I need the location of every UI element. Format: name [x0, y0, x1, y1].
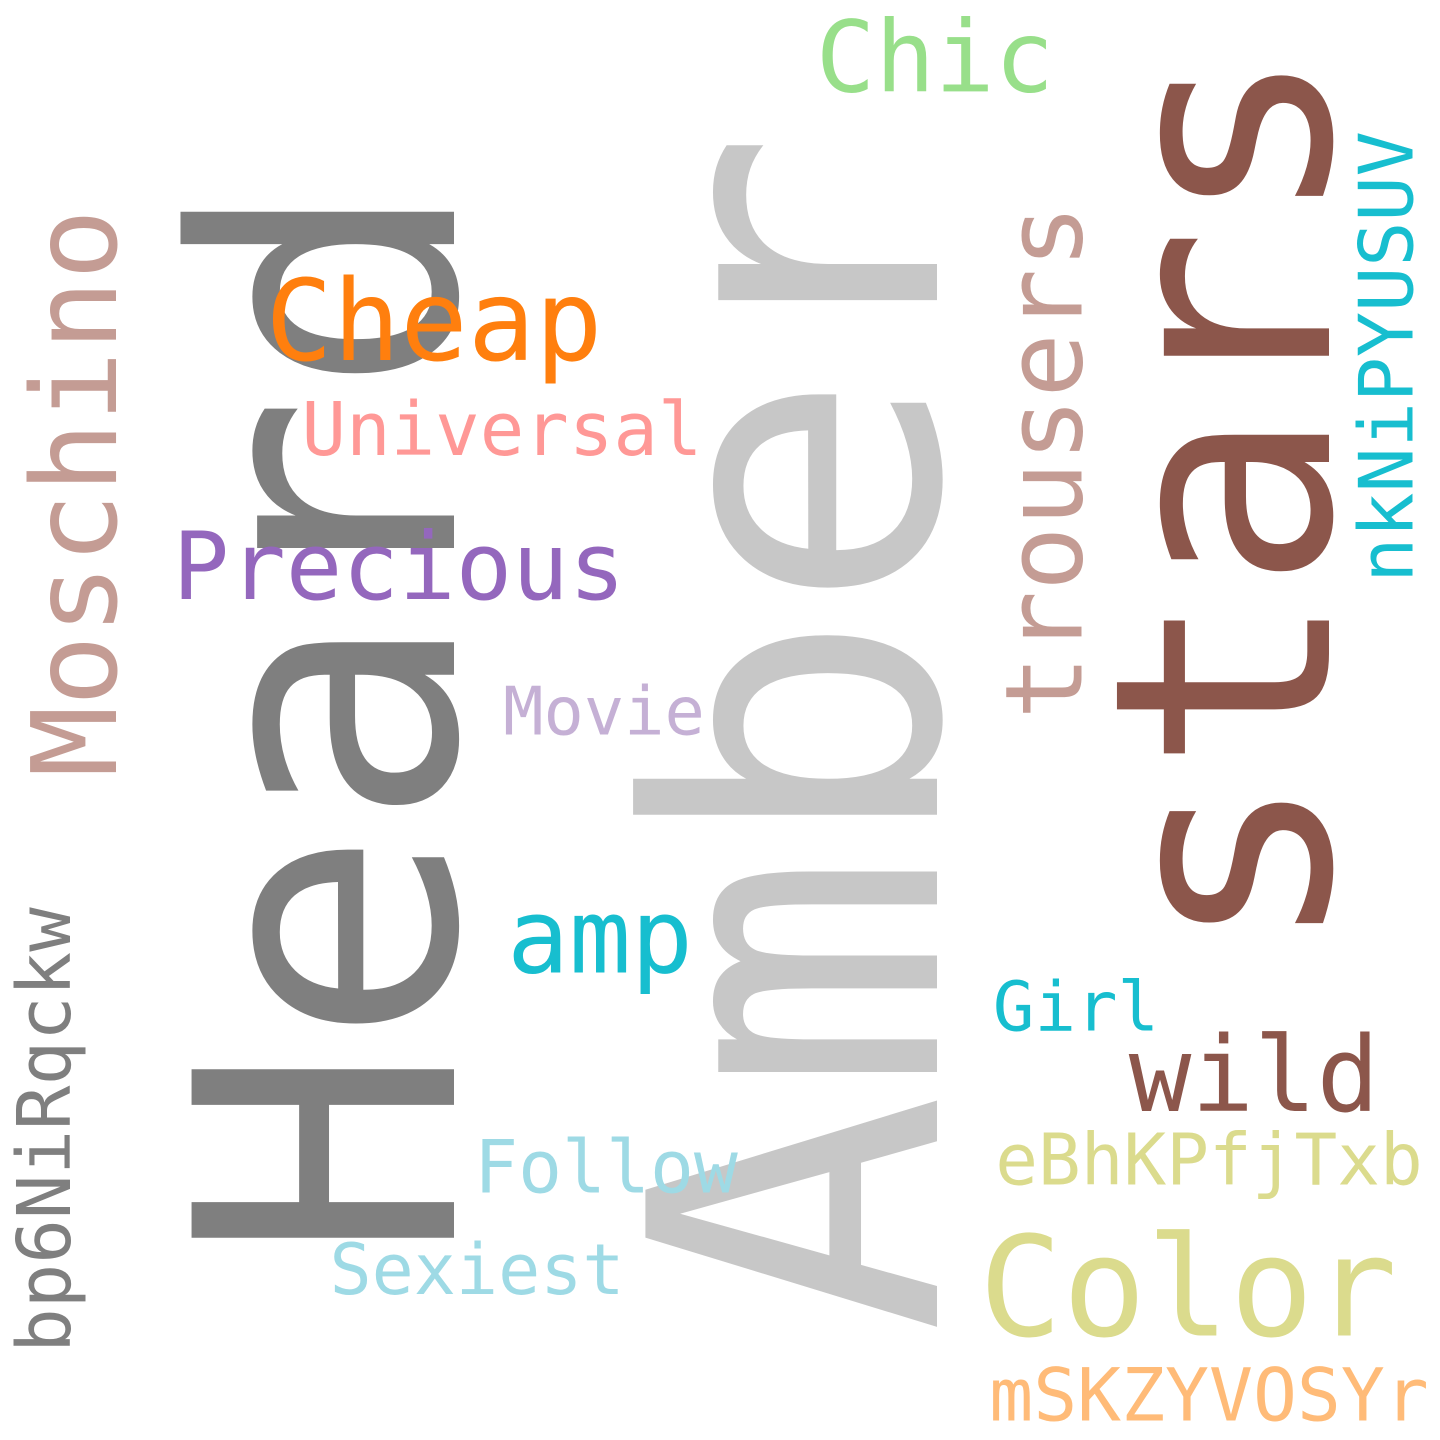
word-amp: amp — [506, 877, 694, 998]
word-chic: Chic — [815, 0, 1055, 116]
word-universal: Universal — [301, 387, 703, 473]
word-girl: Girl — [992, 967, 1160, 1048]
word-mskzyvosyr: mSKZYVOSYr — [989, 1353, 1429, 1439]
word-precious: Precious — [172, 513, 626, 622]
word-trousers: trousers — [983, 204, 1108, 720]
word-color: Color — [978, 1206, 1398, 1369]
word-nknipyusuv: nkNiPYUSUV — [1342, 131, 1431, 583]
word-movie: Movie — [503, 672, 705, 751]
word-wild: wild — [1128, 1014, 1380, 1136]
word-ebhkpfjtxb: eBhKPfjTxb — [995, 1118, 1423, 1202]
word-bp6nirqckw: bp6NiRqckw — [2, 907, 88, 1353]
word-stars: stars — [1050, 45, 1401, 955]
word-sexiest: Sexiest — [329, 1229, 625, 1311]
word-follow: Follow — [474, 1125, 738, 1211]
word-cheap: Cheap — [265, 257, 603, 387]
word-moschino: Moschino — [6, 208, 144, 778]
